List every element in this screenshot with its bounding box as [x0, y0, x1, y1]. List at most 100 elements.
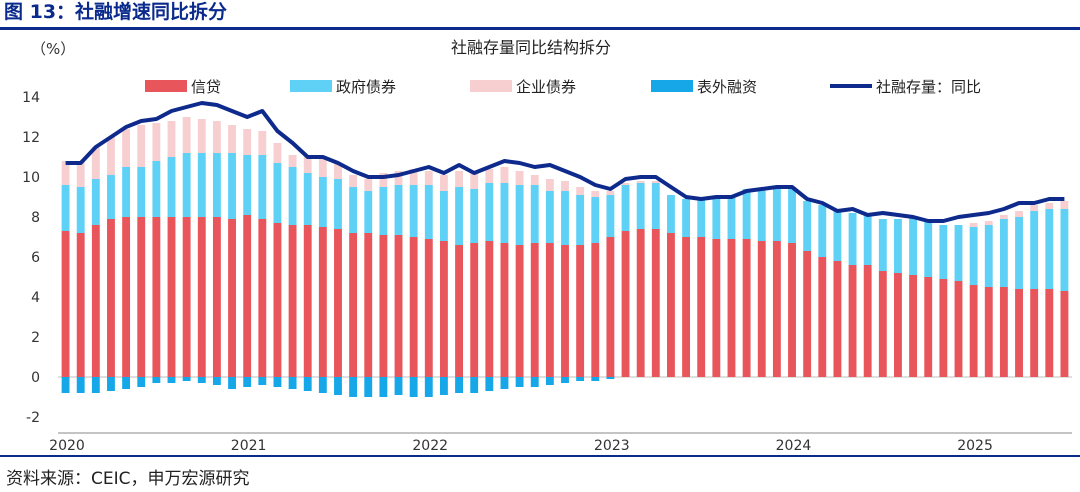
bar-gov-bonds	[1030, 211, 1039, 289]
bar-corp-bonds	[273, 143, 282, 163]
bar-credit	[1015, 289, 1023, 377]
bar-corp-bonds	[137, 125, 146, 167]
bar-off-balance	[228, 377, 236, 389]
bar-corp-bonds	[984, 221, 993, 225]
y-tick-label: 4	[31, 290, 40, 306]
bar-gov-bonds	[318, 177, 327, 227]
bar-corp-bonds	[303, 157, 312, 173]
bar-corp-bonds	[1030, 205, 1039, 211]
legend-swatch-gov-bonds	[290, 80, 332, 92]
bar-credit	[122, 217, 131, 377]
bar-credit	[167, 217, 176, 377]
bar-gov-bonds	[818, 205, 827, 257]
x-tick-label: 2025	[957, 438, 993, 454]
bar-credit	[848, 265, 857, 377]
bar-credit	[969, 285, 978, 377]
bar-off-balance	[515, 377, 524, 387]
bar-credit	[334, 229, 342, 377]
bar-credit	[712, 239, 721, 377]
bar-gov-bonds	[485, 183, 494, 241]
x-tick-label: 2023	[594, 438, 630, 454]
bar-gov-bonds	[439, 191, 448, 241]
bar-credit	[228, 219, 236, 377]
bar-off-balance	[107, 377, 115, 391]
bar-gov-bonds	[742, 189, 751, 239]
bar-corp-bonds	[424, 171, 433, 185]
y-axis-unit: （%）	[31, 40, 75, 58]
x-tick-label: 2024	[776, 438, 812, 454]
bar-gov-bonds	[651, 183, 660, 229]
y-tick-label: 8	[31, 210, 40, 226]
bar-off-balance	[606, 377, 615, 379]
bar-credit	[137, 217, 146, 377]
bar-credit	[424, 239, 433, 377]
bar-gov-bonds	[863, 213, 872, 265]
bar-credit	[273, 223, 282, 377]
bar-gov-bonds	[712, 199, 721, 239]
bar-credit	[349, 233, 358, 377]
bar-credit	[1060, 291, 1069, 377]
bar-credit	[682, 237, 691, 377]
bar-gov-bonds	[682, 199, 691, 237]
bar-gov-bonds	[606, 195, 615, 237]
bar-gov-bonds	[848, 213, 857, 265]
bar-corp-bonds	[228, 125, 236, 153]
bar-corp-bonds	[167, 121, 176, 157]
bar-credit	[258, 219, 267, 377]
bar-off-balance	[167, 377, 176, 383]
bar-credit	[651, 229, 660, 377]
bar-corp-bonds	[576, 187, 585, 195]
bar-gov-bonds	[894, 219, 902, 273]
y-tick-label: 10	[22, 170, 40, 186]
bar-gov-bonds	[228, 153, 236, 219]
source-rule	[0, 455, 1080, 457]
bar-credit	[909, 275, 918, 377]
chart: 社融存量同比结构拆分 （%） 信贷 政府债券 企业债券 表外融资 社融存量：同比 -2 0…	[22, 38, 1072, 454]
bar-credit	[152, 217, 161, 377]
bar-credit	[621, 231, 630, 377]
bar-off-balance	[182, 377, 191, 381]
bar-corp-bonds	[530, 175, 539, 185]
bar-corp-bonds	[243, 129, 252, 155]
bar-corp-bonds	[561, 181, 569, 191]
bar-corp-bonds	[197, 119, 206, 153]
bar-credit	[833, 261, 842, 377]
bar-off-balance	[470, 377, 479, 393]
bar-corp-bonds	[470, 173, 479, 189]
bar-off-balance	[152, 377, 161, 383]
bar-gov-bonds	[197, 153, 206, 217]
bar-corp-bonds	[258, 131, 267, 155]
bar-credit	[999, 287, 1008, 377]
legend-label: 社融存量：同比	[876, 78, 981, 96]
bar-off-balance	[76, 377, 85, 393]
bar-gov-bonds	[545, 191, 554, 243]
bar-off-balance	[243, 377, 252, 387]
figure-title: 图 13：社融增速同比拆分	[4, 1, 228, 23]
legend-label: 政府债券	[336, 78, 396, 96]
bar-off-balance	[364, 377, 373, 397]
bar-gov-bonds	[379, 187, 388, 235]
line-yoy-growth	[65, 101, 1065, 223]
bar-off-balance	[273, 377, 282, 387]
bar-gov-bonds	[576, 195, 585, 245]
bar-off-balance	[485, 377, 494, 391]
bar-gov-bonds	[697, 199, 706, 237]
bar-gov-bonds	[515, 185, 524, 245]
source-note: 资料来源：CEIC，申万宏源研究	[6, 469, 250, 489]
bar-gov-bonds	[1015, 217, 1023, 289]
bar-credit	[394, 235, 403, 377]
bar-off-balance	[591, 377, 600, 381]
bar-corp-bonds	[500, 167, 509, 183]
bar-gov-bonds	[1045, 209, 1054, 289]
bar-credit	[636, 229, 645, 377]
bar-gov-bonds	[621, 185, 630, 231]
bar-credit	[515, 245, 524, 377]
bar-credit	[470, 243, 479, 377]
bar-corp-bonds	[439, 175, 448, 191]
bar-off-balance	[500, 377, 509, 389]
bar-corp-bonds	[107, 137, 115, 175]
bar-credit	[878, 271, 887, 377]
bar-corp-bonds	[91, 147, 100, 179]
bar-credit	[984, 287, 993, 377]
bar-gov-bonds	[303, 173, 312, 225]
